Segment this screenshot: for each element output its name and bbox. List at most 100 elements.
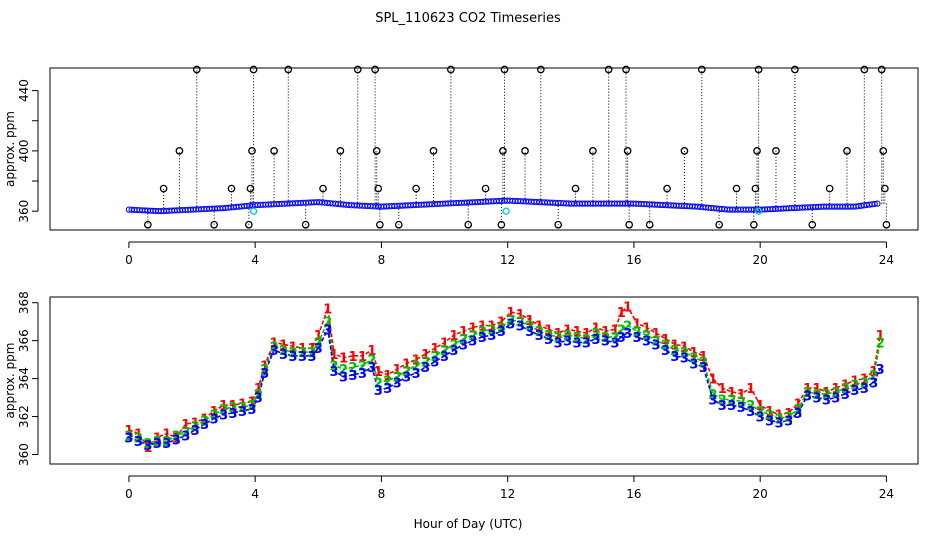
series-point-2: 2 <box>876 337 885 352</box>
series-point-3: 3 <box>402 371 411 386</box>
series-point-2: 2 <box>573 331 582 346</box>
series-point-3: 3 <box>219 409 228 424</box>
series-point-1: 1 <box>247 395 256 410</box>
series-point-2: 2 <box>756 405 765 420</box>
outlier-point <box>754 65 763 74</box>
series-point-1: 1 <box>831 382 840 397</box>
series-point-2: 2 <box>229 401 238 416</box>
series-point-1: 1 <box>737 388 746 403</box>
series-point-1: 1 <box>689 346 698 361</box>
outlier-point <box>301 220 310 229</box>
x-axis-label: Hour of Day (UTC) <box>414 517 523 531</box>
series-point-2: 2 <box>200 414 209 429</box>
series-point-2: 2 <box>402 365 411 380</box>
series-point-2: 2 <box>563 329 572 344</box>
outlier-point <box>715 220 723 229</box>
cyan-point <box>249 207 258 215</box>
series-point-1: 1 <box>298 342 307 357</box>
series-point-3: 3 <box>393 376 402 391</box>
series-point-3: 3 <box>670 350 679 365</box>
series-point-3: 3 <box>314 342 323 357</box>
outlier-point <box>227 184 236 193</box>
series-point-2: 2 <box>812 388 821 403</box>
series-point-1: 1 <box>124 424 133 439</box>
outlier-point <box>175 147 184 155</box>
outlier-point <box>249 65 258 74</box>
series-point-1: 1 <box>516 308 525 323</box>
series-point-3: 3 <box>172 433 181 448</box>
series-point-3: 3 <box>162 437 171 452</box>
series-point-1: 1 <box>191 416 200 431</box>
series-point-3: 3 <box>200 418 209 433</box>
series-point-1: 1 <box>582 327 591 342</box>
series-point-2: 2 <box>124 430 133 445</box>
series-point-1: 1 <box>642 321 651 336</box>
series-point-2: 2 <box>497 321 506 336</box>
series-point-1: 1 <box>210 405 219 420</box>
series-point-2: 2 <box>794 403 803 418</box>
outlier-point <box>732 184 741 193</box>
y-tick-label: 364 <box>17 367 31 390</box>
series-point-2: 2 <box>850 378 859 393</box>
series-point-1: 1 <box>412 354 421 369</box>
series-point-3: 3 <box>210 412 219 427</box>
series-point-2: 2 <box>412 359 421 374</box>
series-point-3: 3 <box>822 393 831 408</box>
series-point-1: 1 <box>181 418 190 433</box>
series-point-1: 1 <box>339 352 348 367</box>
series-point-1: 1 <box>822 386 831 401</box>
series-point-2: 2 <box>718 393 727 408</box>
series-point-2: 2 <box>289 346 298 361</box>
series-point-3: 3 <box>289 350 298 365</box>
series-line-1 <box>128 305 881 449</box>
series-point-2: 2 <box>535 325 544 340</box>
series-point-1: 1 <box>633 318 642 333</box>
series-point-3: 3 <box>699 361 708 376</box>
outlier-point <box>497 220 506 229</box>
series-point-1: 1 <box>459 325 468 340</box>
series-point-1: 1 <box>573 325 582 340</box>
outlier-point <box>270 147 278 155</box>
outlier-point <box>210 220 218 229</box>
series-point-1: 1 <box>592 321 601 336</box>
series-point-2: 2 <box>459 333 468 348</box>
outlier-point <box>645 220 654 229</box>
x-tick-label: 12 <box>500 253 515 267</box>
series-point-3: 3 <box>775 416 784 431</box>
outlier-point <box>284 65 293 74</box>
series-point-2: 2 <box>172 430 181 445</box>
series-point-1: 1 <box>876 329 885 344</box>
outlier-point <box>447 65 455 74</box>
series-point-2: 2 <box>374 376 383 391</box>
series-point-2: 2 <box>642 329 651 344</box>
series-point-2: 2 <box>831 386 840 401</box>
series-point-2: 2 <box>860 376 869 391</box>
series-point-3: 3 <box>468 335 477 350</box>
series-point-2: 2 <box>191 420 200 435</box>
outlier-point <box>319 184 327 193</box>
outlier-point <box>143 220 152 229</box>
x-tick-label: 0 <box>125 253 133 267</box>
outlier-point <box>589 147 597 155</box>
series-point-2: 2 <box>651 335 660 350</box>
x-tick-label: 8 <box>378 253 386 267</box>
series-point-2: 2 <box>617 323 626 338</box>
plot-frame <box>49 296 919 465</box>
series-point-3: 3 <box>661 344 670 359</box>
y-axis-label: approx. ppm <box>3 343 17 419</box>
series-point-1: 1 <box>841 378 850 393</box>
series-point-1: 1 <box>134 428 143 443</box>
series-point-3: 3 <box>563 335 572 350</box>
series-point-2: 2 <box>431 350 440 365</box>
series-point-2: 2 <box>487 323 496 338</box>
outlier-point <box>248 147 256 155</box>
series-point-1: 1 <box>143 441 152 456</box>
series-point-3: 3 <box>718 399 727 414</box>
series-point-3: 3 <box>727 399 736 414</box>
series-point-3: 3 <box>756 411 765 426</box>
series-point-3: 3 <box>348 369 357 384</box>
series-point-2: 2 <box>440 344 449 359</box>
series-point-2: 2 <box>869 369 878 384</box>
series-point-2: 2 <box>746 399 755 414</box>
